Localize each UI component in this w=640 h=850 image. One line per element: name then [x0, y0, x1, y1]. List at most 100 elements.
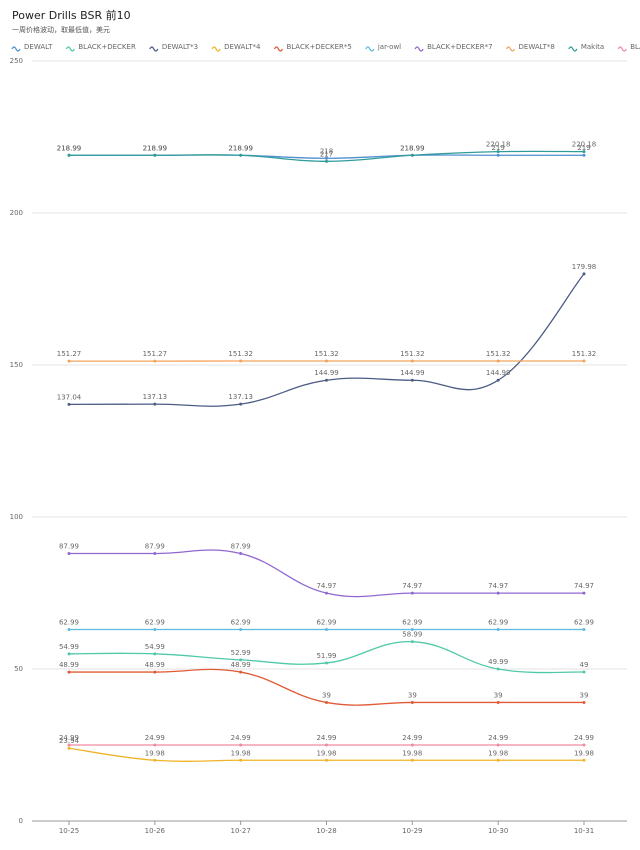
data-point [497, 701, 500, 704]
legend-item[interactable]: BLACK+DECKER [66, 43, 136, 51]
legend-icon [150, 47, 158, 51]
data-label: 48.99 [231, 661, 251, 669]
data-label: 87.99 [231, 543, 251, 551]
legend-item[interactable]: DEWALT*4 [212, 43, 261, 51]
y-tick-label: 0 [19, 817, 23, 825]
data-point [239, 759, 242, 762]
y-tick-label: 50 [14, 665, 23, 673]
data-point [497, 759, 500, 762]
data-point [325, 628, 328, 631]
data-point [583, 759, 586, 762]
data-point [68, 403, 71, 406]
data-point [497, 744, 500, 747]
data-point [497, 359, 500, 362]
legend-item[interactable]: DEWALT [12, 43, 53, 51]
legend-item[interactable]: BLACK+DECKER*10 [618, 43, 640, 51]
data-label: 179.98 [572, 263, 597, 271]
data-label: 49.99 [488, 658, 508, 666]
data-label: 39 [494, 691, 503, 699]
data-point [325, 744, 328, 747]
legend-item[interactable]: jar-owl [366, 43, 401, 51]
data-point [153, 552, 156, 555]
y-tick-label: 150 [10, 361, 23, 369]
data-label: 137.13 [143, 393, 168, 401]
data-label: 19.98 [402, 749, 422, 757]
data-label: 218.99 [228, 144, 253, 152]
x-tick-label: 10-28 [316, 827, 336, 835]
legend-icon [366, 47, 374, 51]
data-label: 62.99 [574, 619, 594, 627]
data-point [239, 628, 242, 631]
data-point [497, 668, 500, 671]
legend-icon [415, 47, 423, 51]
data-point [583, 150, 586, 153]
data-point [68, 744, 71, 747]
data-point [68, 360, 71, 363]
data-label: 19.98 [574, 749, 594, 757]
data-point [153, 671, 156, 674]
legend-item[interactable]: BLACK+DECKER*7 [415, 43, 492, 51]
legend-label: BLACK+DECKER [78, 43, 136, 51]
y-tick-label: 100 [10, 513, 23, 521]
data-point [411, 379, 414, 382]
data-point [497, 592, 500, 595]
legend-label: Makita [581, 43, 604, 51]
data-label: 24.99 [402, 734, 422, 742]
data-point [583, 671, 586, 674]
data-label: 24.99 [59, 734, 79, 742]
legend-label: DEWALT*8 [519, 43, 555, 51]
legend-label: DEWALT*3 [162, 43, 198, 51]
data-label: 217 [320, 150, 333, 158]
x-tick-label: 10-25 [59, 827, 79, 835]
data-point [153, 154, 156, 157]
legend-label: jar-owl [377, 43, 401, 51]
legend-item[interactable]: DEWALT*8 [507, 43, 555, 51]
data-label: 218.99 [400, 144, 425, 152]
data-label: 49 [580, 661, 589, 669]
data-label: 74.97 [316, 582, 336, 590]
data-point [68, 671, 71, 674]
data-label: 19.98 [316, 749, 336, 757]
data-point [497, 628, 500, 631]
x-tick-label: 10-29 [402, 827, 422, 835]
data-point [239, 403, 242, 406]
data-point [325, 661, 328, 664]
data-point [153, 652, 156, 655]
data-point [583, 701, 586, 704]
legend-item[interactable]: DEWALT*3 [150, 43, 198, 51]
data-label: 218.99 [57, 144, 82, 152]
data-label: 144.99 [486, 369, 511, 377]
chart-title: Power Drills BSR 前10 [12, 8, 131, 22]
legend-item[interactable]: Makita [569, 43, 604, 51]
data-point [68, 747, 71, 750]
data-label: 62.99 [402, 619, 422, 627]
data-label: 151.27 [57, 350, 82, 358]
data-label: 62.99 [145, 619, 165, 627]
data-point [239, 552, 242, 555]
data-label: 62.99 [59, 619, 79, 627]
data-label: 39 [408, 691, 417, 699]
data-point [583, 272, 586, 275]
data-point [583, 744, 586, 747]
legend-item[interactable]: BLACK+DECKER*5 [274, 43, 351, 51]
data-point [583, 154, 586, 157]
data-point [583, 628, 586, 631]
data-point [239, 744, 242, 747]
data-point [239, 671, 242, 674]
data-point [153, 628, 156, 631]
data-point [325, 379, 328, 382]
legend-icon [569, 47, 577, 51]
legend-icon [66, 47, 74, 51]
data-point [583, 359, 586, 362]
data-label: 137.04 [57, 393, 82, 401]
data-label: 87.99 [59, 543, 79, 551]
data-point [68, 154, 71, 157]
data-label: 24.99 [316, 734, 336, 742]
data-label: 151.32 [314, 350, 339, 358]
legend-label: BLACK+DECKER*10 [630, 43, 640, 51]
data-label: 19.98 [231, 749, 251, 757]
data-point [325, 592, 328, 595]
data-label: 220.18 [572, 141, 597, 149]
data-label: 62.99 [488, 619, 508, 627]
